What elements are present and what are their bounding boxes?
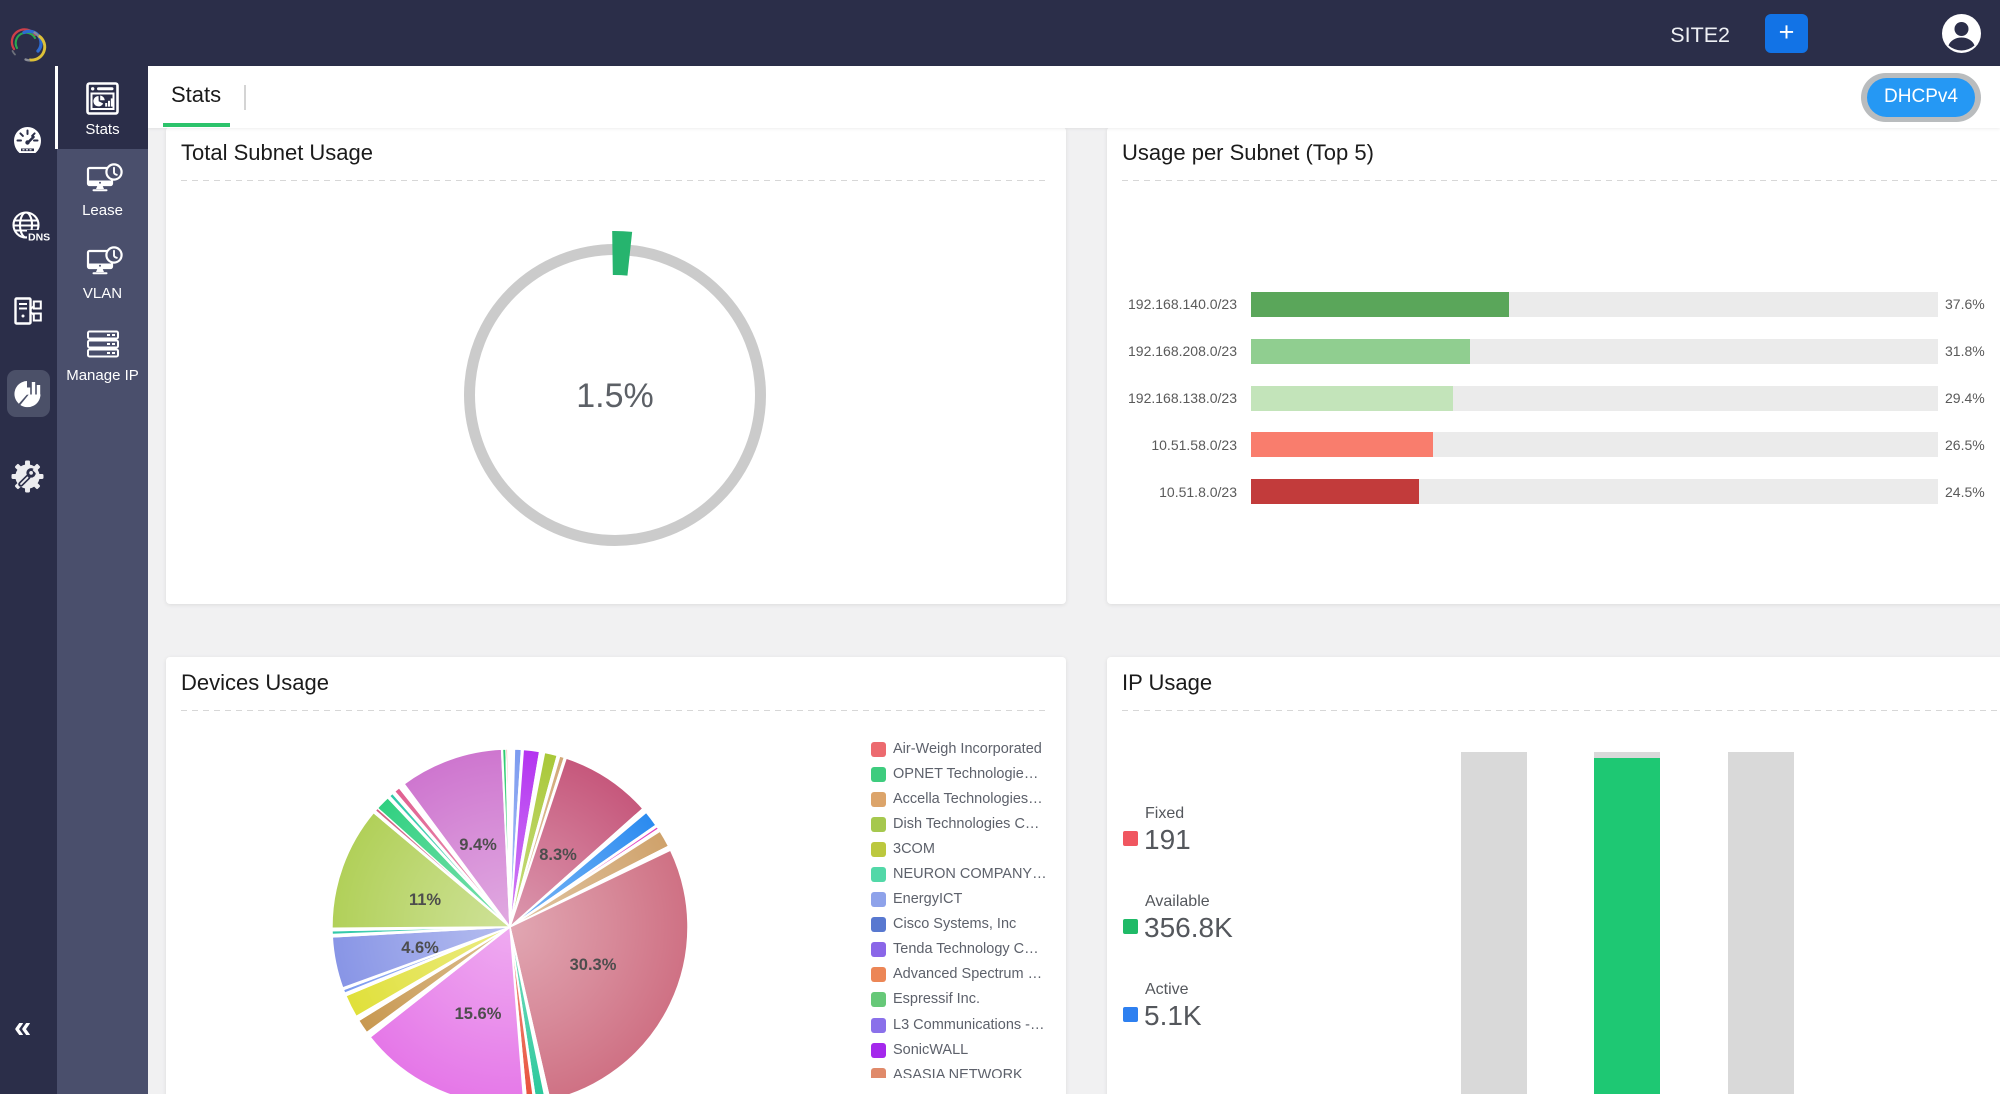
svg-text:DNS: DNS (28, 232, 50, 244)
svg-text:4.6%: 4.6% (401, 939, 439, 957)
svg-text:15.6%: 15.6% (455, 1005, 502, 1023)
svg-text:11%: 11% (409, 891, 441, 909)
svg-text:1.5%: 1.5% (576, 377, 654, 415)
svg-text:9.4%: 9.4% (459, 836, 497, 854)
svg-text:30.3%: 30.3% (570, 956, 617, 974)
svg-text:8.3%: 8.3% (539, 846, 577, 864)
